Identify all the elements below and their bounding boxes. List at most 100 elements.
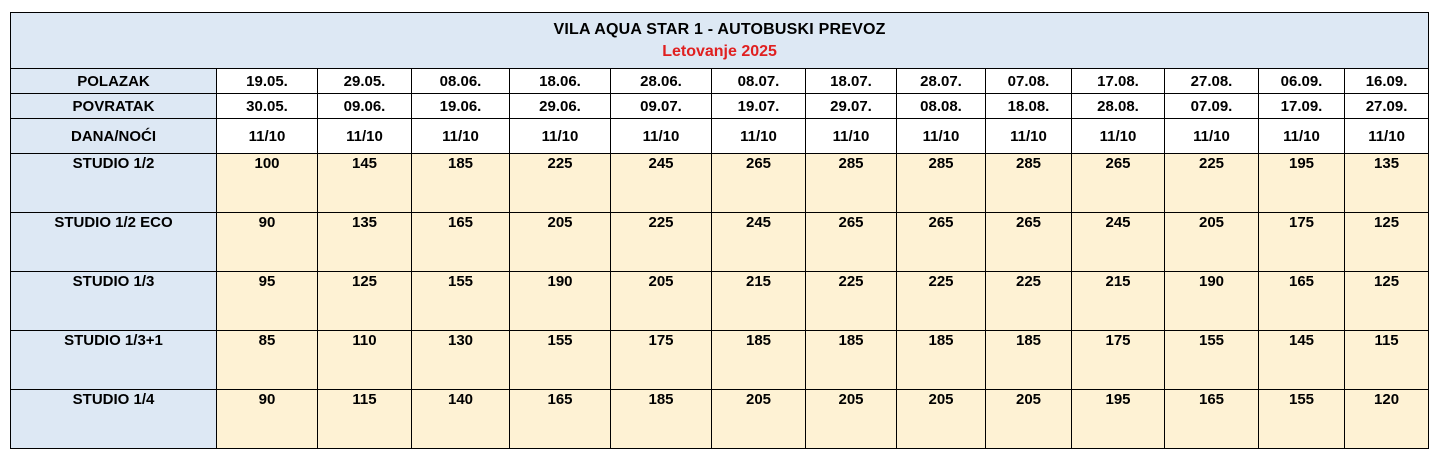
price-cell: 285 bbox=[985, 153, 1072, 213]
table-subtitle: Letovanje 2025 bbox=[662, 42, 777, 60]
info-cell: 27.09. bbox=[1343, 93, 1430, 119]
info-cell: 07.09. bbox=[1164, 93, 1259, 119]
price-cell: 130 bbox=[411, 330, 510, 390]
price-cell: 125 bbox=[317, 271, 412, 331]
price-cell: 185 bbox=[411, 153, 510, 213]
info-cell: 07.08. bbox=[985, 68, 1072, 94]
table-title: VILA AQUA STAR 1 - AUTOBUSKI PREVOZ bbox=[553, 20, 886, 38]
price-cell: 165 bbox=[411, 212, 510, 272]
price-cell: 185 bbox=[711, 330, 806, 390]
price-cell: 190 bbox=[1164, 271, 1259, 331]
price-cell: 185 bbox=[805, 330, 897, 390]
price-cell: 115 bbox=[1343, 330, 1430, 390]
info-cell: 11/10 bbox=[216, 118, 318, 154]
info-cell: 08.08. bbox=[896, 93, 986, 119]
info-cell: 06.09. bbox=[1258, 68, 1345, 94]
row-label: STUDIO 1/2 bbox=[10, 153, 217, 213]
price-cell: 205 bbox=[509, 212, 611, 272]
price-cell: 185 bbox=[896, 330, 986, 390]
info-cell: 09.06. bbox=[317, 93, 412, 119]
info-cell: 29.06. bbox=[509, 93, 611, 119]
price-cell: 285 bbox=[896, 153, 986, 213]
row-label: STUDIO 1/3 bbox=[10, 271, 217, 331]
row-label: STUDIO 1/3+1 bbox=[10, 330, 217, 390]
price-cell: 110 bbox=[317, 330, 412, 390]
info-cell: 11/10 bbox=[1071, 118, 1165, 154]
price-cell: 95 bbox=[216, 271, 318, 331]
price-cell: 225 bbox=[805, 271, 897, 331]
info-cell: 30.05. bbox=[216, 93, 318, 119]
price-cell: 90 bbox=[216, 389, 318, 449]
info-cell: 11/10 bbox=[1258, 118, 1345, 154]
info-cell: 29.05. bbox=[317, 68, 412, 94]
price-cell: 125 bbox=[1343, 271, 1430, 331]
price-cell: 265 bbox=[985, 212, 1072, 272]
info-cell: 16.09. bbox=[1343, 68, 1430, 94]
info-cell: 18.06. bbox=[509, 68, 611, 94]
row-label: STUDIO 1/2 ECO bbox=[10, 212, 217, 272]
price-cell: 245 bbox=[1071, 212, 1165, 272]
price-cell: 225 bbox=[1164, 153, 1259, 213]
info-cell: 27.08. bbox=[1164, 68, 1259, 94]
title-row: VILA AQUA STAR 1 - AUTOBUSKI PREVOZ Leto… bbox=[9, 12, 1430, 69]
info-cell: 11/10 bbox=[805, 118, 897, 154]
info-cell: 19.07. bbox=[711, 93, 806, 119]
price-cell: 205 bbox=[896, 389, 986, 449]
price-cell: 225 bbox=[509, 153, 611, 213]
price-cell: 205 bbox=[1164, 212, 1259, 272]
price-cell: 215 bbox=[1071, 271, 1165, 331]
price-cell: 115 bbox=[317, 389, 412, 449]
price-cell: 225 bbox=[610, 212, 712, 272]
row-label: DANA/NOĆI bbox=[10, 118, 217, 154]
price-cell: 85 bbox=[216, 330, 318, 390]
price-cell: 155 bbox=[509, 330, 611, 390]
info-cell: 28.07. bbox=[896, 68, 986, 94]
price-cell: 145 bbox=[317, 153, 412, 213]
price-cell: 190 bbox=[509, 271, 611, 331]
price-cell: 125 bbox=[1343, 212, 1430, 272]
info-cell: 11/10 bbox=[1343, 118, 1430, 154]
row-label: POVRATAK bbox=[10, 93, 217, 119]
price-cell: 155 bbox=[1258, 389, 1345, 449]
price-cell: 195 bbox=[1071, 389, 1165, 449]
info-cell: 18.07. bbox=[805, 68, 897, 94]
table-body: VILA AQUA STAR 1 - AUTOBUSKI PREVOZ Leto… bbox=[9, 12, 1430, 449]
info-cell: 11/10 bbox=[1164, 118, 1259, 154]
info-cell: 11/10 bbox=[711, 118, 806, 154]
price-row: STUDIO 1/2 100 145 185 225 245 265 285 285 285 265… bbox=[10, 153, 1430, 213]
price-row: STUDIO 1/3+1 85 110 130 155 175 185 185 185 185 17… bbox=[10, 330, 1430, 390]
info-cell: 11/10 bbox=[411, 118, 510, 154]
price-cell: 135 bbox=[317, 212, 412, 272]
price-cell: 205 bbox=[985, 389, 1072, 449]
price-cell: 265 bbox=[805, 212, 897, 272]
info-cell: 11/10 bbox=[896, 118, 986, 154]
info-cell: 09.07. bbox=[610, 93, 712, 119]
price-cell: 90 bbox=[216, 212, 318, 272]
price-cell: 205 bbox=[610, 271, 712, 331]
info-cell: 17.09. bbox=[1258, 93, 1345, 119]
price-cell: 195 bbox=[1258, 153, 1345, 213]
price-cell: 165 bbox=[1164, 389, 1259, 449]
price-cell: 245 bbox=[610, 153, 712, 213]
price-row: STUDIO 1/3 95 125 155 190 205 215 225 225 225 215 1… bbox=[10, 271, 1430, 331]
price-row: STUDIO 1/4 90 115 140 165 185 205 205 205 205 195 1… bbox=[10, 389, 1430, 449]
info-cell: 11/10 bbox=[610, 118, 712, 154]
price-cell: 285 bbox=[805, 153, 897, 213]
row-label: POLAZAK bbox=[10, 68, 217, 94]
price-cell: 185 bbox=[610, 389, 712, 449]
info-cell: 19.06. bbox=[411, 93, 510, 119]
price-table: VILA AQUA STAR 1 - AUTOBUSKI PREVOZ Leto… bbox=[9, 12, 1430, 449]
price-row: STUDIO 1/2 ECO 90 135 165 205 225 245 265 265 265… bbox=[10, 212, 1430, 272]
price-cell: 175 bbox=[610, 330, 712, 390]
price-cell: 185 bbox=[985, 330, 1072, 390]
price-cell: 205 bbox=[805, 389, 897, 449]
info-cell: 11/10 bbox=[317, 118, 412, 154]
info-cell: 18.08. bbox=[985, 93, 1072, 119]
price-cell: 175 bbox=[1258, 212, 1345, 272]
price-cell: 155 bbox=[411, 271, 510, 331]
info-cell: 17.08. bbox=[1071, 68, 1165, 94]
info-row: POLAZAK 19.05. 29.05. 08.06. 18.06. 28.06. 08.… bbox=[10, 68, 1430, 94]
info-cell: 19.05. bbox=[216, 68, 318, 94]
title-cell: VILA AQUA STAR 1 - AUTOBUSKI PREVOZ Leto… bbox=[9, 12, 1430, 69]
price-cell: 215 bbox=[711, 271, 806, 331]
